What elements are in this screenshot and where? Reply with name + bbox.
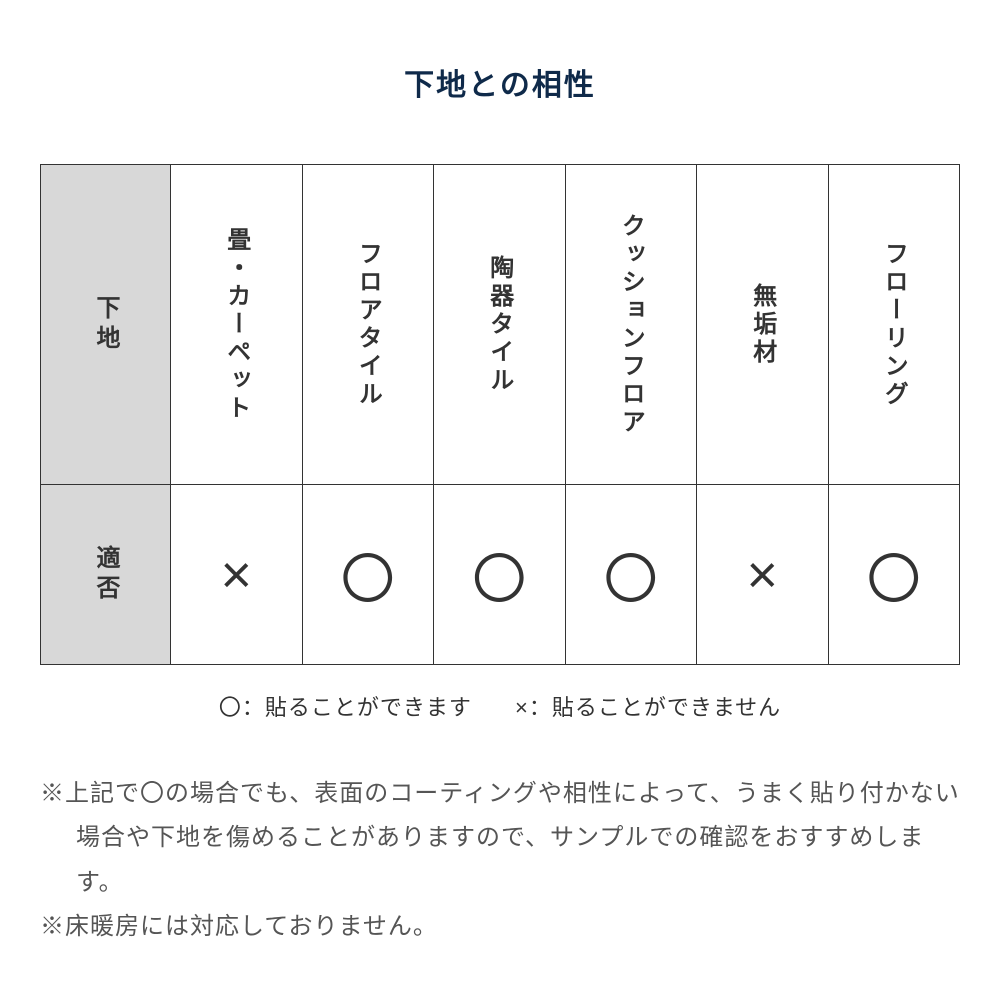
- table-cell: 〇: [565, 485, 697, 665]
- value-row: 適否 × 〇 〇 〇 × 〇: [41, 485, 960, 665]
- row-header-suitability: 適否: [41, 485, 171, 665]
- col-header: 陶器タイル: [434, 165, 566, 485]
- col-header: クッションフロア: [565, 165, 697, 485]
- table-cell: 〇: [302, 485, 434, 665]
- legend: 〇：貼ることができます ×：貼ることができません: [40, 690, 960, 722]
- mark-icon: 〇: [341, 550, 395, 610]
- mark-icon: 〇: [867, 550, 921, 610]
- notes: ※上記で〇の場合でも、表面のコーティングや相性によって、うまく貼り付かない場合や…: [40, 772, 960, 950]
- mark-icon: 〇: [604, 550, 658, 610]
- table-cell: 〇: [434, 485, 566, 665]
- compatibility-table: 下地 畳・カーペット フロアタイル 陶器タイル クッションフロア 無垢材 フロー…: [40, 164, 960, 665]
- col-header: 無垢材: [697, 165, 829, 485]
- mark-icon: ×: [746, 545, 778, 605]
- legend-ok: 〇：貼ることができます: [219, 695, 472, 720]
- col-header: フローリング: [828, 165, 960, 485]
- table-cell: ×: [697, 485, 829, 665]
- mark-icon: 〇: [472, 550, 526, 610]
- col-header: 畳・カーペット: [171, 165, 303, 485]
- header-row: 下地 畳・カーペット フロアタイル 陶器タイル クッションフロア 無垢材 フロー…: [41, 165, 960, 485]
- col-header: フロアタイル: [302, 165, 434, 485]
- table-cell: ×: [171, 485, 303, 665]
- legend-ng: ×：貼ることができません: [515, 695, 781, 720]
- row-header-substrate: 下地: [41, 165, 171, 485]
- table-cell: 〇: [828, 485, 960, 665]
- page-title: 下地との相性: [40, 60, 960, 104]
- mark-icon: ×: [220, 545, 252, 605]
- note-item: ※床暖房には対応しておりません。: [40, 905, 960, 949]
- note-item: ※上記で〇の場合でも、表面のコーティングや相性によって、うまく貼り付かない場合や…: [40, 772, 960, 905]
